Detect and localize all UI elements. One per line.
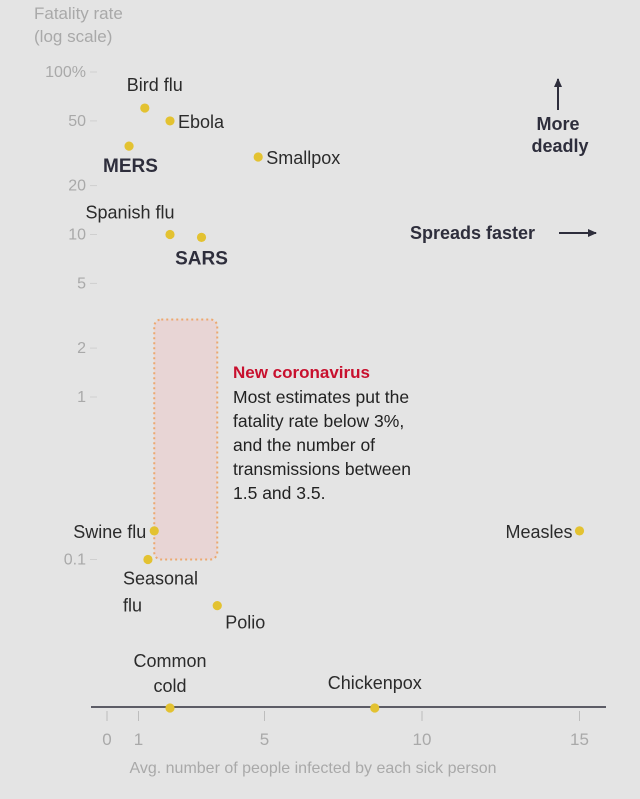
spreads-faster-label: Spreads faster (410, 223, 535, 243)
point-dot (212, 601, 222, 611)
coronavirus-note-line: and the number of (233, 435, 375, 455)
point-label: Swine flu (73, 522, 146, 542)
point-label: Smallpox (266, 148, 340, 168)
y-tick-label: 5 (77, 275, 86, 292)
x-tick-label: 0 (102, 730, 111, 749)
point-label: cold (153, 676, 186, 696)
point-dot (574, 526, 585, 536)
point-label: flu (123, 596, 142, 616)
coronavirus-title: New coronavirus (233, 363, 370, 382)
data-points: Bird flu Ebola MERS Smallpox Spanish flu SARS… (73, 75, 585, 633)
point-dot (140, 103, 150, 113)
coronavirus-note-line: transmissions between (233, 459, 411, 479)
y-axis-title-line: Fatality rate (34, 4, 123, 23)
point-dot (196, 232, 207, 242)
point-label: Ebola (178, 112, 225, 132)
data-point: Ebola (165, 112, 225, 132)
more-deadly-label: deadly (531, 136, 588, 156)
coronavirus-note-line: Most estimates put the (233, 387, 409, 407)
data-point: MERS (103, 141, 158, 177)
y-tick-label: 100% (45, 64, 86, 81)
data-point: Bird flu (127, 75, 183, 113)
point-label: SARS (175, 248, 228, 269)
point-dot (143, 554, 153, 565)
data-point: SARS (175, 232, 228, 269)
y-axis-title-line: (log scale) (34, 27, 112, 46)
data-point: Smallpox (253, 148, 340, 168)
more-deadly-label: More (536, 114, 579, 134)
x-tick-label: 10 (413, 730, 432, 749)
point-label: Chickenpox (328, 673, 422, 693)
coronavirus-range-box (153, 318, 219, 561)
more-deadly-annotation: More deadly (531, 78, 589, 156)
point-dot (165, 229, 175, 240)
point-dot (124, 141, 134, 151)
point-dot (370, 703, 380, 713)
x-axis-title: Avg. number of people infected by each s… (129, 760, 496, 777)
point-label: Common (133, 651, 206, 671)
point-label: Measles (505, 522, 572, 542)
data-point: Spanish flu (85, 203, 175, 240)
y-tick-label: 0.1 (64, 552, 86, 569)
x-tick-label: 15 (570, 730, 589, 749)
data-point: Measles (505, 522, 585, 542)
point-label: Seasonal (123, 569, 198, 589)
x-tick-label: 5 (260, 730, 269, 749)
baseline-points: Common cold Chickenpox (133, 651, 422, 713)
coronavirus-note-line: fatality rate below 3%, (233, 411, 404, 431)
point-label: Polio (225, 613, 265, 633)
y-axis-title: Fatality rate (log scale) (34, 4, 123, 46)
point-label: MERS (103, 156, 158, 177)
data-point: Polio (212, 601, 265, 633)
point-dot (165, 703, 175, 713)
baseline-point: Chickenpox (328, 673, 422, 713)
point-label: Bird flu (127, 75, 183, 95)
x-tick-label: 1 (134, 730, 143, 749)
point-label: Spanish flu (85, 203, 174, 223)
y-tick-label: 10 (68, 227, 86, 244)
y-tick-label: 1 (77, 389, 86, 406)
spreads-faster-annotation: Spreads faster (410, 223, 597, 243)
y-axis-ticks: 100% 50 20 10 5 2 1 0.1 (45, 64, 97, 569)
y-tick-label: 20 (68, 178, 86, 195)
data-point: Seasonal flu (123, 554, 198, 616)
point-dot (149, 526, 159, 536)
point-dot (253, 152, 263, 162)
baseline-point: Common cold (133, 651, 207, 713)
coronavirus-highlight: New coronavirus Most estimates put the fat… (153, 318, 411, 561)
coronavirus-note-line: 1.5 and 3.5. (233, 483, 325, 503)
y-tick-label: 2 (77, 340, 86, 357)
data-point: Swine flu (73, 522, 159, 542)
point-dot (165, 116, 175, 126)
x-axis-ticks: 0 1 5 10 15 (102, 711, 589, 749)
y-tick-label: 50 (68, 113, 86, 130)
